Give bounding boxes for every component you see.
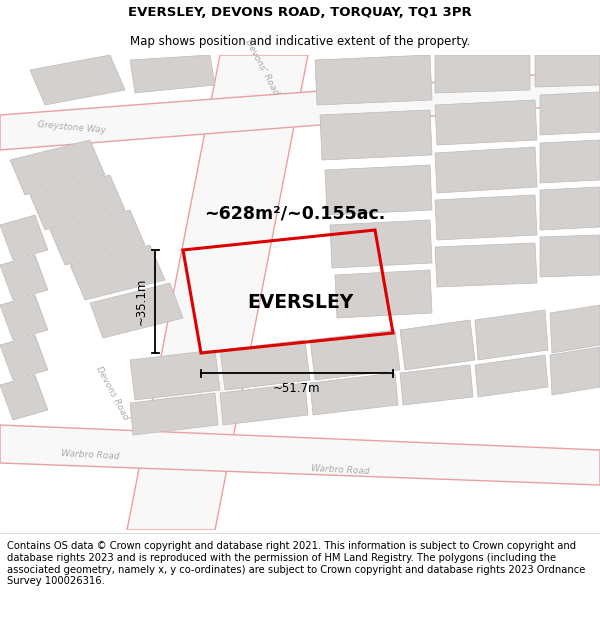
Text: Contains OS data © Crown copyright and database right 2021. This information is : Contains OS data © Crown copyright and d…: [7, 541, 586, 586]
Polygon shape: [550, 347, 600, 395]
Polygon shape: [70, 245, 165, 300]
Polygon shape: [0, 255, 48, 300]
Polygon shape: [30, 175, 125, 230]
Polygon shape: [130, 350, 220, 400]
Polygon shape: [50, 210, 145, 265]
Polygon shape: [90, 283, 183, 338]
Text: Warbro Road: Warbro Road: [311, 464, 370, 476]
Polygon shape: [335, 270, 432, 318]
Text: Warbro Road: Warbro Road: [61, 449, 119, 461]
Text: Greystone Way: Greystone Way: [37, 121, 107, 136]
Polygon shape: [540, 235, 600, 277]
Polygon shape: [0, 425, 600, 485]
Polygon shape: [127, 55, 308, 530]
Text: ~51.7m: ~51.7m: [273, 381, 321, 394]
Text: ~628m²/~0.155ac.: ~628m²/~0.155ac.: [205, 204, 386, 222]
Polygon shape: [310, 373, 398, 415]
Polygon shape: [540, 140, 600, 183]
Polygon shape: [220, 383, 308, 425]
Polygon shape: [315, 55, 432, 105]
Polygon shape: [310, 330, 400, 380]
Polygon shape: [320, 110, 432, 160]
Polygon shape: [400, 365, 473, 405]
Polygon shape: [0, 70, 600, 150]
Polygon shape: [475, 355, 548, 397]
Text: Devons' Road: Devons' Road: [244, 38, 281, 96]
Text: EVERSLEY, DEVONS ROAD, TORQUAY, TQ1 3PR: EVERSLEY, DEVONS ROAD, TORQUAY, TQ1 3PR: [128, 6, 472, 19]
Polygon shape: [130, 55, 215, 93]
Text: Map shows position and indicative extent of the property.: Map shows position and indicative extent…: [130, 35, 470, 48]
Text: Devons Road: Devons Road: [94, 364, 130, 421]
Polygon shape: [475, 310, 548, 360]
Polygon shape: [0, 295, 48, 340]
Polygon shape: [435, 243, 537, 287]
Text: EVERSLEY: EVERSLEY: [247, 294, 353, 312]
Polygon shape: [220, 340, 310, 390]
Polygon shape: [435, 100, 537, 145]
Polygon shape: [0, 375, 48, 420]
Text: ~35.1m: ~35.1m: [134, 278, 148, 325]
Polygon shape: [550, 305, 600, 353]
Polygon shape: [435, 195, 537, 240]
Polygon shape: [130, 393, 218, 435]
Polygon shape: [325, 165, 432, 215]
Polygon shape: [435, 147, 537, 193]
Polygon shape: [540, 187, 600, 230]
Polygon shape: [435, 55, 530, 93]
Polygon shape: [0, 335, 48, 380]
Polygon shape: [400, 320, 475, 370]
Polygon shape: [330, 220, 432, 268]
Polygon shape: [0, 215, 48, 260]
Polygon shape: [540, 92, 600, 135]
Polygon shape: [10, 140, 105, 195]
Polygon shape: [30, 55, 125, 105]
Polygon shape: [535, 55, 600, 87]
